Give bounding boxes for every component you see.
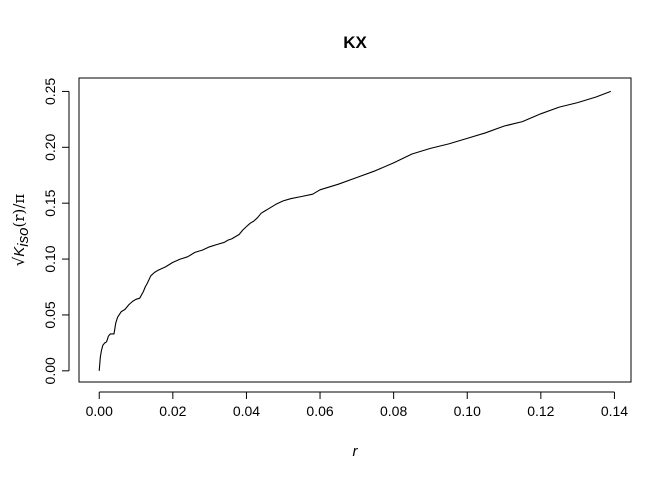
plot-frame: [78, 77, 632, 383]
chart-title: KX: [343, 33, 367, 52]
x-axis: 0.00 0.02 0.04 0.06 0.08 0.10 0.12 0.14: [86, 391, 628, 419]
x-tick-label: 0.12: [527, 403, 554, 419]
y-axis-label-sqrt: √: [10, 256, 28, 266]
x-tick-label: 0.02: [159, 403, 186, 419]
x-tick-label: 0.06: [306, 403, 333, 419]
y-tick-label: 0.05: [42, 301, 58, 328]
y-tick-label: 0.20: [42, 133, 58, 160]
x-tick-label: 0.08: [380, 403, 407, 419]
y-tick-label: 0.10: [42, 245, 58, 272]
y-axis: 0.00 0.05 0.10 0.15 0.20 0.25: [42, 78, 70, 384]
x-axis-label: r: [353, 443, 359, 460]
series-line: [98, 90, 611, 371]
x-tick-label: 0.14: [601, 403, 628, 419]
svg-text:√Kiso(r)/π: √Kiso(r)/π: [10, 194, 32, 267]
x-tick-label: 0.00: [86, 403, 113, 419]
y-tick-label: 0.00: [42, 357, 58, 384]
y-axis-label-rest: (r)/π: [10, 194, 28, 228]
y-axis-label-k: K: [11, 246, 28, 257]
y-axis-label: √Kiso(r)/π: [10, 194, 32, 267]
y-axis-label-iso: iso: [15, 228, 32, 247]
x-tick-label: 0.04: [233, 403, 260, 419]
y-tick-label: 0.15: [42, 189, 58, 216]
x-tick-label: 0.10: [454, 403, 481, 419]
y-tick-label: 0.25: [42, 78, 58, 105]
